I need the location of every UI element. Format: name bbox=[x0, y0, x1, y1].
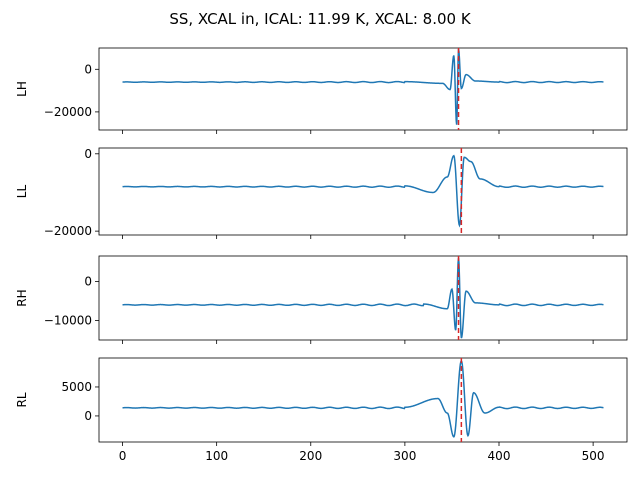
y-tick-label: 5000 bbox=[61, 380, 92, 394]
y-axis-label: RL bbox=[15, 392, 29, 407]
subplot-ll: 0 −20000 LL bbox=[15, 147, 628, 239]
y-tick-label: 0 bbox=[84, 62, 92, 76]
y-axis-label: LL bbox=[15, 185, 29, 199]
figure-suptitle: SS, XCAL in, ICAL: 11.99 K, XCAL: 8.00 K bbox=[169, 10, 472, 28]
series-line bbox=[122, 154, 604, 228]
axes-frame bbox=[98, 357, 628, 443]
subplot-rh: 0 −10000 RH bbox=[15, 255, 628, 344]
x-tick-label: 300 bbox=[393, 449, 416, 463]
y-tick-label: −20000 bbox=[44, 224, 92, 238]
subplot-panels: 0 −20000 LH 0 −20000 LL 0 −10000 RH 0 100 200 300 400… bbox=[15, 47, 628, 463]
x-tick-label: 500 bbox=[582, 449, 605, 463]
y-axis-label: RH bbox=[15, 289, 29, 306]
axes-frame bbox=[98, 147, 628, 236]
axes-frame bbox=[98, 255, 628, 341]
y-tick-label: 0 bbox=[84, 409, 92, 423]
y-tick-label: −10000 bbox=[44, 313, 92, 327]
subplot-lh: 0 −20000 LH bbox=[15, 47, 628, 134]
y-axis-label: LH bbox=[15, 81, 29, 97]
x-tick-label: 200 bbox=[299, 449, 322, 463]
y-tick-label: 0 bbox=[84, 147, 92, 161]
x-tick-label: 400 bbox=[488, 449, 511, 463]
series-line bbox=[122, 48, 604, 125]
y-tick-label: −20000 bbox=[44, 105, 92, 119]
series-line bbox=[122, 359, 604, 438]
series-line bbox=[122, 257, 604, 339]
axes-frame bbox=[98, 47, 628, 131]
x-tick-label: 0 bbox=[119, 449, 127, 463]
x-tick-label: 100 bbox=[205, 449, 228, 463]
y-tick-label: 0 bbox=[84, 274, 92, 288]
